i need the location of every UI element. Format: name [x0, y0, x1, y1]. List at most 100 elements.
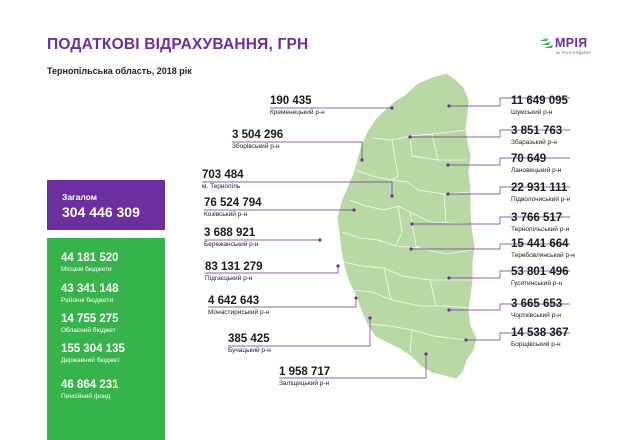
- district-value: 70 649: [511, 153, 547, 165]
- district-label: 76 524 794 Козівський р-н: [204, 197, 262, 219]
- district-name: Гусятинський р-н: [511, 280, 563, 287]
- district-name: Заліщицький р-н: [279, 380, 330, 387]
- map-marker: [447, 276, 451, 280]
- district-label: 1 958 717 Заліщицький р-н: [279, 366, 330, 388]
- district-label: 70 649 Лановецький р-н: [511, 153, 561, 175]
- map-marker: [447, 308, 451, 312]
- region-shape: [337, 73, 477, 379]
- leader-dots: [318, 104, 468, 356]
- budget-value: 14 755 275: [61, 313, 119, 325]
- map-marker: [447, 104, 451, 108]
- district-value: 22 931 111: [511, 182, 568, 194]
- district-name: Борщівський р-н: [511, 341, 561, 348]
- district-name: Чортківський р-н: [511, 312, 561, 319]
- map-marker: [368, 316, 372, 320]
- district-name: Теребовлянський р-н: [511, 252, 575, 259]
- district-value: 3 766 517: [511, 212, 563, 224]
- district-label: 3 504 296 Зборівський р-н: [232, 129, 283, 151]
- map-marker: [336, 264, 340, 268]
- district-value: 14 538 367: [511, 327, 569, 339]
- district-label: 703 484 м. Тернопіль: [202, 169, 244, 191]
- district-name: Монастириський р-н: [208, 309, 270, 316]
- district-label: 4 642 643 Монастириський р-н: [208, 295, 269, 317]
- district-label: 3 688 921 Бережанський р-н: [204, 227, 259, 249]
- district-value: 3 851 763: [511, 125, 563, 137]
- budget-value: 155 304 135: [61, 343, 125, 355]
- budget-value: 43 341 148: [61, 283, 119, 295]
- map-marker: [424, 352, 428, 356]
- district-label: 385 425 Бучацький р-н: [228, 333, 271, 355]
- map-marker: [446, 192, 450, 196]
- district-label: 3 766 517 Тернопільський р-н: [511, 212, 569, 234]
- total-label: Загалом: [62, 192, 97, 202]
- budget-item: 44 181 520 Місцеві бюджети: [61, 252, 119, 274]
- district-name: Підгаєцький р-н: [205, 275, 253, 282]
- district-value: 3 688 921: [204, 227, 256, 239]
- logo-tagline: АГРОХОЛДИНГ: [556, 50, 592, 55]
- district-value: 76 524 794: [204, 197, 262, 209]
- budget-value: 44 181 520: [61, 252, 119, 264]
- district-name: Підволочиський р-н: [511, 196, 571, 203]
- district-value: 4 642 643: [208, 295, 260, 307]
- district-name: Збаразький р-н: [511, 139, 557, 146]
- budget-item: 43 341 148 Районні бюджети: [61, 283, 119, 305]
- budget-label: Пенсійний фонд: [61, 393, 111, 400]
- district-label: 14 538 367 Борщівський р-н: [511, 327, 569, 349]
- map-marker: [408, 135, 412, 139]
- leader-lines: [202, 97, 570, 379]
- budget-item: 155 304 135 Державний бюджет: [61, 343, 125, 365]
- district-label: 15 441 664 Теребовлянський р-н: [511, 238, 575, 260]
- budget-label: Обласний бюджет: [61, 327, 116, 334]
- district-value: 53 801 496: [511, 266, 569, 278]
- district-name: Козівський р-н: [204, 211, 248, 218]
- district-value: 703 484: [202, 169, 244, 181]
- district-label: 53 801 496 Гусятинський р-н: [511, 266, 569, 288]
- district-name: Шумський р-н: [511, 109, 553, 116]
- map-marker: [390, 194, 394, 198]
- district-value: 3 665 653: [511, 298, 563, 310]
- logo-name: МРІЯ: [555, 36, 588, 50]
- map-marker: [318, 238, 322, 242]
- logo-mark-icon: [539, 38, 553, 48]
- map-marker: [360, 158, 364, 162]
- district-name: Тернопільський р-н: [511, 226, 570, 233]
- total-panel: Загалом 304 446 309: [47, 180, 165, 230]
- budget-item: 46 864 231 Пенсійний фонд: [61, 379, 119, 401]
- district-label: 83 131 279 Підгаєцький р-н: [205, 261, 263, 283]
- district-name: м. Тернопіль: [202, 183, 241, 190]
- district-value: 190 435: [270, 95, 312, 107]
- logo: МРІЯ АГРОХОЛДИНГ: [539, 36, 601, 56]
- budget-label: Місцеві бюджети: [61, 266, 112, 273]
- district-value: 1 958 717: [279, 366, 331, 378]
- district-value: 15 441 664: [511, 238, 569, 250]
- budget-panel: 44 181 520 Місцеві бюджети 43 341 148 Ра…: [47, 238, 165, 440]
- district-name: Бучацький р-н: [228, 347, 271, 354]
- district-label: 190 435 Кременецький р-н: [270, 95, 325, 117]
- map-marker: [354, 296, 358, 300]
- district-value: 11 649 095: [511, 95, 568, 107]
- budget-label: Державний бюджет: [61, 357, 120, 364]
- district-label: 11 649 095 Шумський р-н: [511, 95, 568, 117]
- budget-label: Районні бюджети: [61, 297, 114, 304]
- district-value: 83 131 279: [205, 261, 263, 273]
- district-label: 3 851 763 Збаразький р-н: [511, 125, 562, 147]
- district-name: Лановецький р-н: [511, 167, 562, 174]
- map-marker: [410, 222, 414, 226]
- map-marker: [409, 247, 413, 251]
- total-value: 304 446 309: [62, 204, 140, 220]
- district-label: 3 665 653 Чортківський р-н: [511, 298, 562, 320]
- district-label: 22 931 111 Підволочиський р-н: [511, 182, 570, 204]
- district-value: 3 504 296: [232, 129, 284, 141]
- district-name: Зборівський р-н: [232, 143, 280, 150]
- map-marker: [390, 106, 394, 110]
- map-marker: [464, 338, 468, 342]
- budget-item: 14 755 275 Обласний бюджет: [61, 313, 119, 335]
- district-name: Кременецький р-н: [270, 109, 325, 116]
- map-marker: [446, 163, 450, 167]
- page-title: ПОДАТКОВІ ВІДРАХУВАННЯ, ГРН: [47, 36, 309, 53]
- district-value: 385 425: [228, 333, 270, 345]
- map-marker: [352, 208, 356, 212]
- budget-value: 46 864 231: [61, 379, 119, 391]
- page-subtitle: Тернопільська область, 2018 рік: [47, 66, 192, 76]
